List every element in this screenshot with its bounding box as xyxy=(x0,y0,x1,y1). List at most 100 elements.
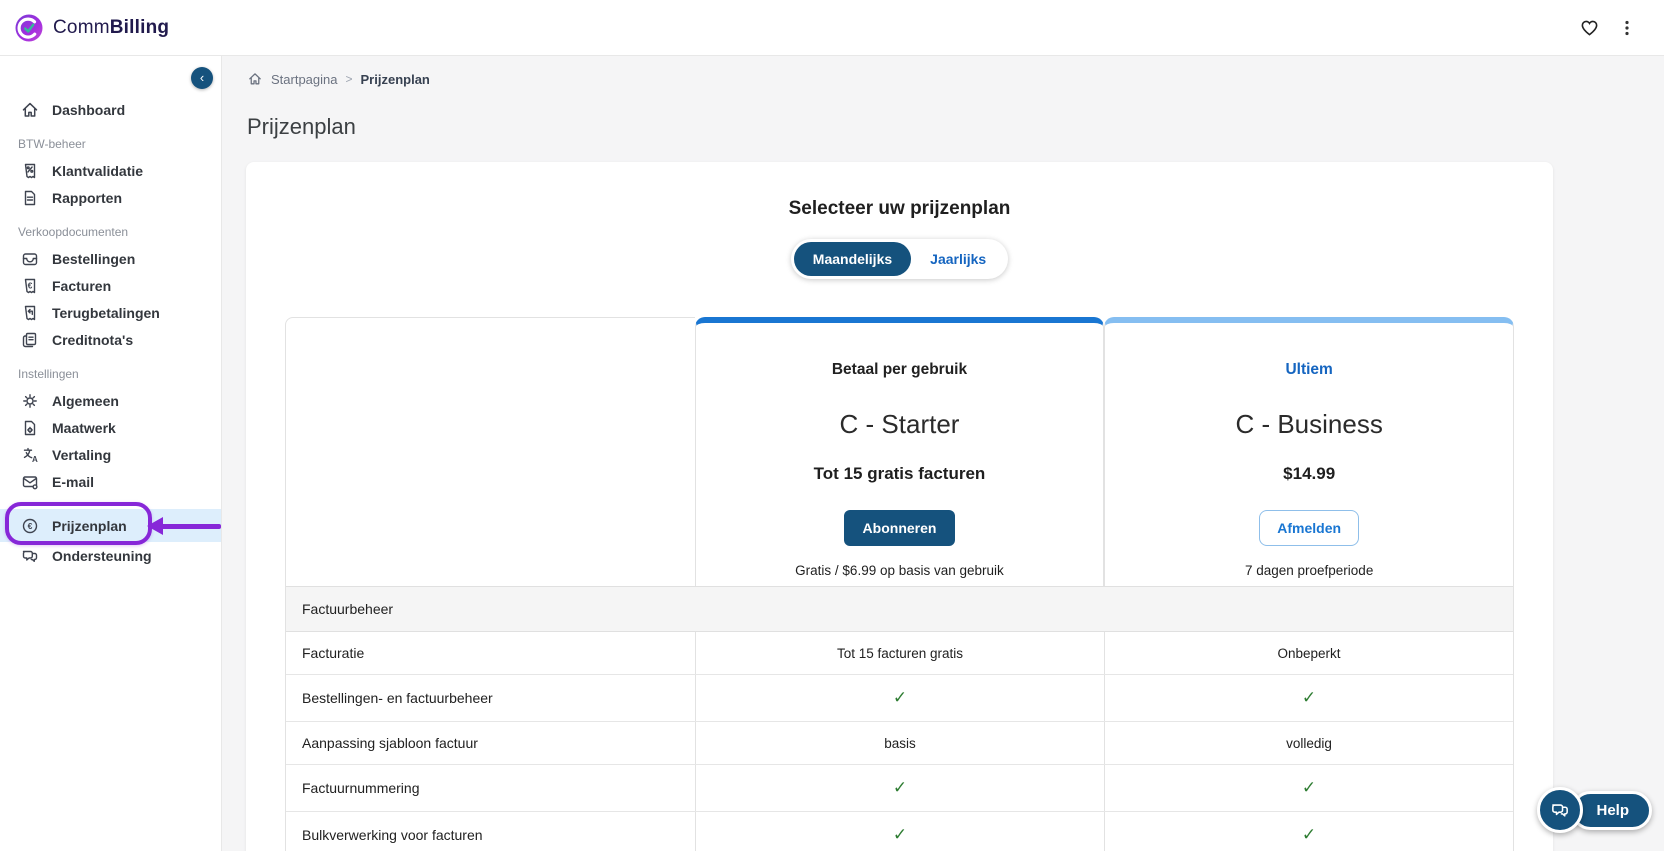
sidebar-item-algemeen[interactable]: Algemeen xyxy=(0,387,221,414)
sidebar-item-label: Rapporten xyxy=(52,189,122,206)
starter-value: basis xyxy=(695,722,1104,764)
sidebar-item-maatwerk[interactable]: Maatwerk xyxy=(0,414,221,441)
sidebar-item-label: Klantvalidatie xyxy=(52,162,144,179)
svg-text:€: € xyxy=(28,521,33,531)
sidebar-heading-verkoop: Verkoopdocumenten xyxy=(18,225,129,239)
help-chat-icon xyxy=(1537,787,1584,833)
sidebar-item-label: Prijzenplan xyxy=(52,517,127,534)
receipt-percent-icon xyxy=(24,163,36,178)
plan-card-business: Ultiem C - Business $14.99 Afmelden 7 da… xyxy=(1104,317,1514,586)
sidebar-heading-instellingen: Instellingen xyxy=(18,367,79,381)
help-button[interactable]: Help xyxy=(1537,787,1652,833)
svg-text:€: € xyxy=(28,280,33,290)
chat-bubbles-icon xyxy=(22,550,38,562)
plan-empty-cell xyxy=(285,317,695,586)
receipt-return-icon xyxy=(24,305,36,320)
plan-grid: Betaal per gebruik C - Starter Tot 15 gr… xyxy=(285,317,1514,586)
plan-card-starter: Betaal per gebruik C - Starter Tot 15 gr… xyxy=(694,317,1105,586)
sidebar-item-label: Facturen xyxy=(52,277,112,294)
receipt-euro-icon: € xyxy=(24,278,36,293)
abonneren-button[interactable]: Abonneren xyxy=(843,510,956,546)
toggle-maandelijks[interactable]: Maandelijks xyxy=(793,242,912,276)
toggle-jaarlijks[interactable]: Jaarlijks xyxy=(911,242,1005,276)
sidebar-item-label: Algemeen xyxy=(52,392,119,409)
billing-period-toggle: Maandelijks Jaarlijks xyxy=(790,239,1009,279)
sidebar-item-creditnotas[interactable]: Creditnota's xyxy=(0,326,221,353)
breadcrumb-startpagina[interactable]: Startpagina xyxy=(271,71,338,87)
sidebar-item-rapporten[interactable]: Rapporten xyxy=(0,184,221,211)
sidebar-item-prijzenplan[interactable]: € Prijzenplan xyxy=(0,502,221,545)
table-row: Factuurnummering ✓ ✓ xyxy=(286,765,1513,812)
starter-value: ✓ xyxy=(695,812,1104,851)
document-gear-icon xyxy=(24,420,36,435)
sidebar-item-label: Dashboard xyxy=(52,101,126,118)
sidebar-item-label: Creditnota's xyxy=(52,331,134,348)
feature-label: Factuurnummering xyxy=(302,780,420,796)
pricing-card: Selecteer uw prijzenplan Maandelijks Jaa… xyxy=(246,162,1553,851)
plan-selector-heading: Selecteer uw prijzenplan xyxy=(788,198,1011,219)
business-value: ✓ xyxy=(1104,812,1513,851)
favorite-heart-icon[interactable] xyxy=(1570,9,1608,47)
plan-badge: Ultiem xyxy=(1285,361,1333,378)
sidebar-item-bestellingen[interactable]: Bestellingen xyxy=(0,245,221,272)
copy-documents-icon xyxy=(22,332,37,347)
plan-price: Tot 15 gratis facturen xyxy=(813,464,986,483)
main-content: Startpagina > Prijzenplan Prijzenplan Se… xyxy=(222,56,1664,851)
plan-name: C - Starter xyxy=(839,409,960,439)
top-bar: CommBilling xyxy=(0,0,1664,56)
sidebar-item-vertaling[interactable]: A Vertaling xyxy=(0,441,221,468)
table-row: Facturatie Tot 15 facturen gratis Onbepe… xyxy=(286,632,1513,675)
starter-value: ✓ xyxy=(695,765,1104,811)
business-value: Onbeperkt xyxy=(1104,632,1513,674)
feature-label: Bestellingen- en factuurbeheer xyxy=(302,690,493,706)
plan-note: 7 dagen proefperiode xyxy=(1244,563,1374,578)
plan-badge: Betaal per gebruik xyxy=(831,361,968,378)
starter-value: ✓ xyxy=(695,675,1104,721)
breadcrumb: Startpagina > Prijzenplan xyxy=(222,56,1664,87)
sidebar-item-facturen[interactable]: € Facturen xyxy=(0,272,221,299)
plan-price: $14.99 xyxy=(1283,464,1336,483)
table-row: Aanpassing sjabloon factuur basis volled… xyxy=(286,722,1513,765)
help-label: Help xyxy=(1571,790,1652,830)
commbilling-logo-icon xyxy=(15,14,43,41)
envelope-gear-icon xyxy=(22,475,38,489)
translate-icon: A xyxy=(23,447,38,463)
business-value: ✓ xyxy=(1104,675,1513,721)
document-icon xyxy=(24,190,36,205)
feature-table: Factuurbeheer Facturatie Tot 15 facturen… xyxy=(285,586,1514,851)
breadcrumb-home-icon[interactable] xyxy=(247,71,263,87)
brand-name: CommBilling xyxy=(53,16,170,38)
annotation-arrow xyxy=(147,516,221,535)
kebab-menu-icon[interactable] xyxy=(1608,9,1646,47)
sidebar-item-email[interactable]: E-mail xyxy=(0,468,221,495)
sidebar-item-label: Bestellingen xyxy=(52,250,136,267)
starter-value: Tot 15 facturen gratis xyxy=(695,632,1104,674)
sidebar-item-klantvalidatie[interactable]: Klantvalidatie xyxy=(0,157,221,184)
business-value: ✓ xyxy=(1104,765,1513,811)
sidebar-item-label: Maatwerk xyxy=(52,419,116,436)
gear-icon xyxy=(23,393,37,408)
sidebar-heading-btw: BTW-beheer xyxy=(18,137,86,151)
feature-label: Bulkverwerking voor facturen xyxy=(302,827,483,843)
sidebar-item-label: E-mail xyxy=(52,473,95,490)
sidebar-item-terugbetalingen[interactable]: Terugbetalingen xyxy=(0,299,221,326)
feature-label: Aanpassing sjabloon factuur xyxy=(302,735,478,751)
sidebar-item-dashboard[interactable]: Dashboard xyxy=(0,96,221,123)
home-icon xyxy=(22,102,38,117)
sidebar-item-ondersteuning[interactable]: Ondersteuning xyxy=(0,542,221,569)
feature-section-header: Factuurbeheer xyxy=(286,586,1513,632)
business-value: volledig xyxy=(1104,722,1513,764)
feature-label: Facturatie xyxy=(302,645,365,661)
euro-circle-icon: € xyxy=(22,518,38,533)
app-logo: CommBilling xyxy=(14,13,169,43)
sidebar-item-label: Ondersteuning xyxy=(52,547,152,564)
svg-text:A: A xyxy=(32,454,38,463)
sidebar-collapse-button[interactable]: ‹ xyxy=(191,67,213,89)
afmelden-button[interactable]: Afmelden xyxy=(1259,510,1360,546)
inbox-icon xyxy=(22,252,38,265)
breadcrumb-current: Prijzenplan xyxy=(360,71,430,87)
plan-name: C - Business xyxy=(1235,409,1383,439)
breadcrumb-separator: > xyxy=(345,72,353,86)
sidebar: ‹ Dashboard BTW-beheer Klantvalidatie Ra… xyxy=(0,56,222,851)
table-row: Bestellingen- en factuurbeheer ✓ ✓ xyxy=(286,675,1513,722)
